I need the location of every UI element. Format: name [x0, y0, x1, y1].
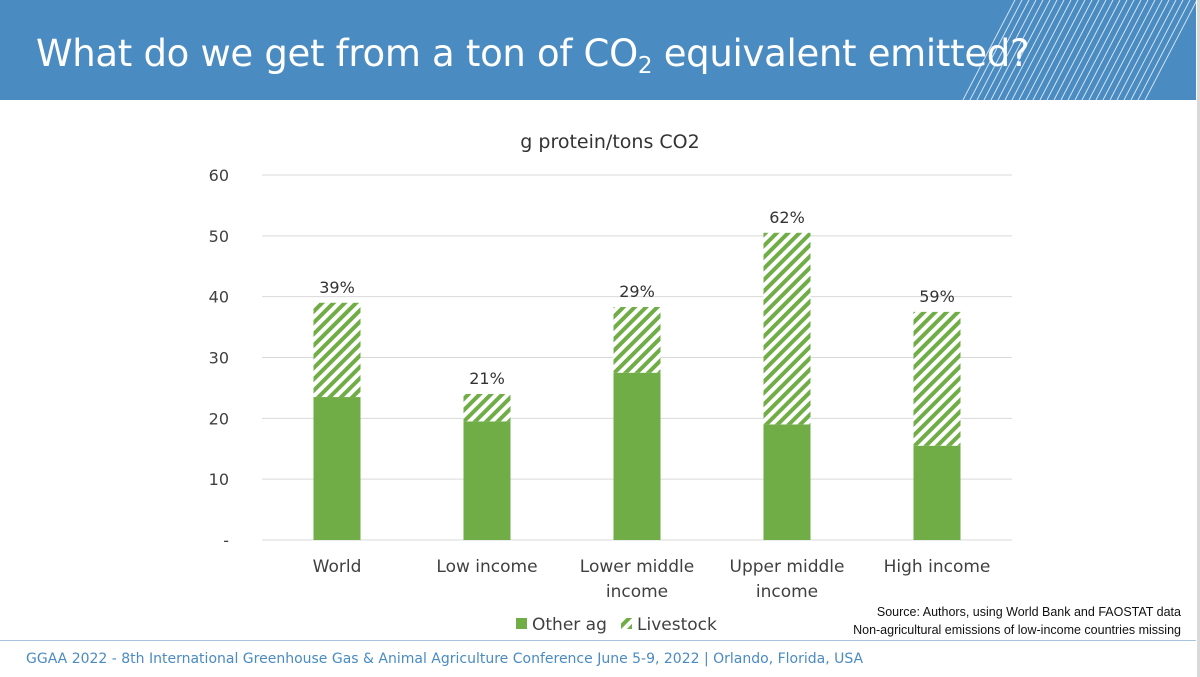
- bar-livestock: [463, 394, 511, 422]
- bar-livestock: [313, 302, 361, 398]
- slide-title: What do we get from a ton of CO2 equival…: [36, 32, 1030, 79]
- data-label: 62%: [769, 208, 805, 227]
- source-note: Source: Authors, using World Bank and FA…: [853, 603, 1181, 639]
- source-line: Non-agricultural emissions of low-income…: [853, 623, 1181, 637]
- footer-divider: [0, 640, 1196, 641]
- x-category-label: High income: [884, 557, 991, 577]
- gridlines: [262, 174, 1012, 541]
- bar-livestock: [763, 232, 811, 425]
- legend: Other ag Livestock: [516, 615, 717, 635]
- data-label: 21%: [469, 369, 505, 388]
- y-tick-label: 30: [209, 349, 229, 368]
- bar-livestock: [913, 311, 961, 446]
- y-axis-ticks: - 10 20 30 40 50 60: [209, 166, 229, 550]
- bar-other-ag: [913, 445, 961, 540]
- x-category-label: World: [313, 557, 362, 577]
- y-tick-label: 50: [209, 227, 229, 246]
- bar-other-ag: [613, 372, 661, 540]
- data-label: 59%: [919, 287, 955, 306]
- x-category-label: Lower middle: [580, 557, 694, 577]
- bar-other-ag: [313, 397, 361, 540]
- bar-other-ag: [463, 421, 511, 540]
- bar-livestock: [613, 307, 661, 373]
- x-category-label: income: [756, 582, 818, 602]
- x-category-label: Low income: [436, 557, 537, 577]
- legend-swatch-other-ag: [516, 618, 527, 629]
- title-bar: What do we get from a ton of CO2 equival…: [0, 0, 1196, 100]
- y-tick-label: -: [223, 531, 229, 550]
- decorative-stripes: [962, 0, 1196, 100]
- legend-swatch-livestock: [621, 618, 632, 629]
- stacked-bar-chart: g protein/tons CO2 - 10 20 30 40 50 60 39% 21% 2…: [209, 131, 1012, 635]
- x-category-label: Upper middle: [730, 557, 845, 577]
- slide-right-border: [1197, 0, 1200, 677]
- bars: [313, 232, 961, 540]
- data-labels: 39% 21% 29% 62% 59%: [319, 208, 955, 388]
- legend-label-livestock: Livestock: [637, 615, 717, 635]
- category-labels: World Low income Lower middle income Upper m…: [313, 557, 991, 602]
- footer-text: GGAA 2022 - 8th International Greenhouse…: [26, 651, 864, 667]
- chart-title: g protein/tons CO2: [520, 131, 699, 153]
- y-tick-label: 40: [209, 288, 229, 307]
- data-label: 39%: [319, 278, 355, 297]
- y-tick-label: 20: [209, 409, 229, 428]
- legend-label-other-ag: Other ag: [532, 615, 607, 635]
- bar-other-ag: [763, 424, 811, 540]
- x-category-label: income: [606, 582, 668, 602]
- source-line: Source: Authors, using World Bank and FA…: [876, 605, 1181, 619]
- y-tick-label: 10: [209, 470, 229, 489]
- y-tick-label: 60: [209, 166, 229, 185]
- data-label: 29%: [619, 282, 655, 301]
